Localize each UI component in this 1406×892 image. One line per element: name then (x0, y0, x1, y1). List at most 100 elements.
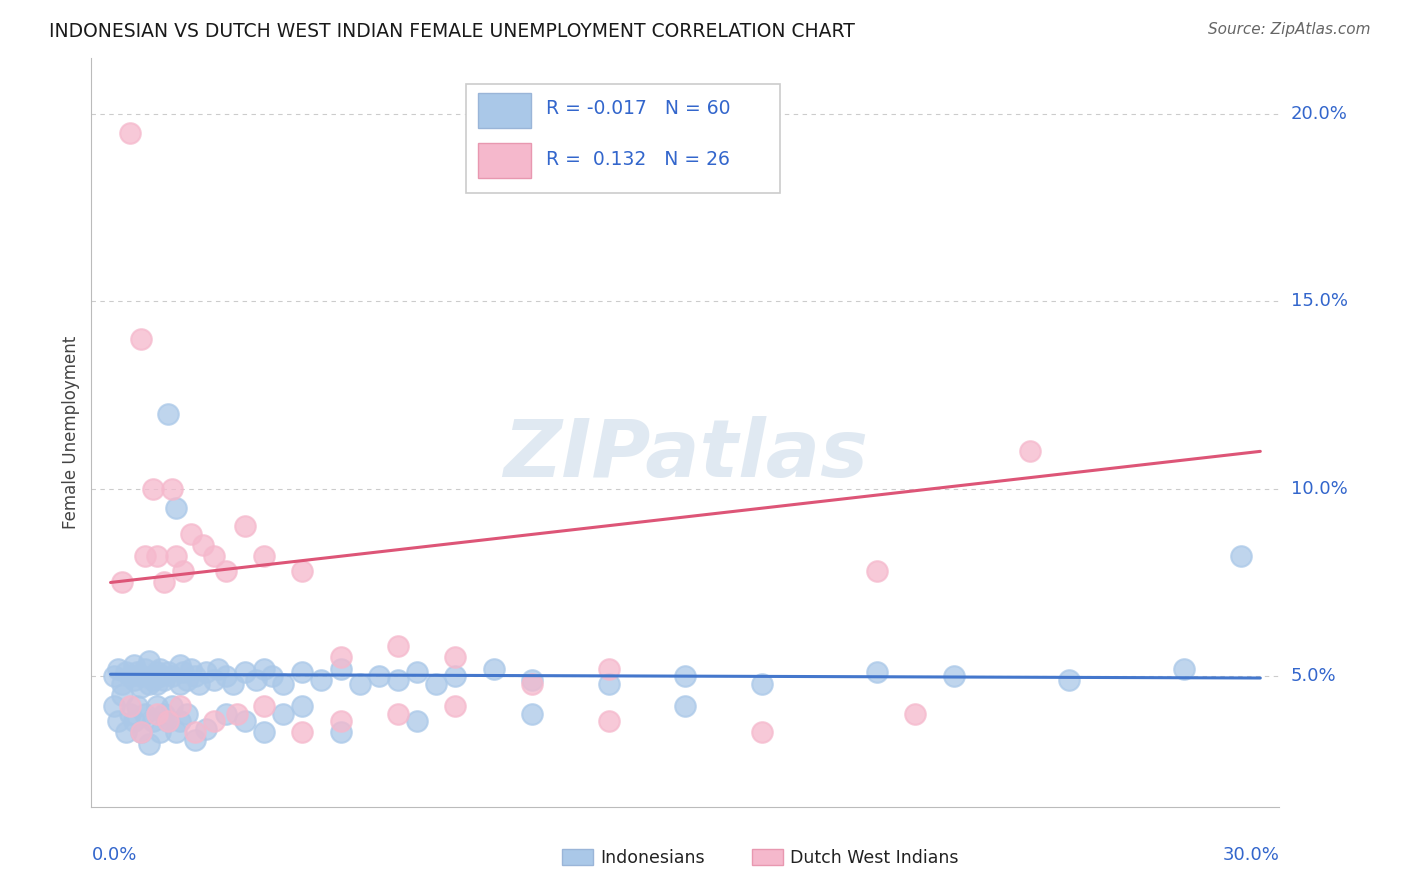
Point (138, 737, 160, 751)
Point (329, 725, 352, 739)
Point (145, 706, 167, 721)
Point (157, 665, 180, 680)
Point (191, 538, 214, 552)
Point (165, 549, 187, 564)
Point (138, 654, 160, 668)
Text: 15.0%: 15.0% (1291, 293, 1347, 310)
Point (202, 714, 225, 728)
Point (387, 673, 409, 687)
Point (233, 665, 256, 680)
Point (111, 676, 134, 690)
Point (118, 126, 141, 140)
Point (149, 725, 172, 739)
Point (271, 676, 294, 690)
Text: ZIPatlas: ZIPatlas (503, 416, 868, 494)
Point (406, 714, 429, 728)
Point (195, 722, 218, 736)
Point (153, 673, 176, 687)
Point (195, 665, 218, 680)
Point (751, 725, 773, 739)
Point (444, 669, 467, 683)
Point (202, 673, 225, 687)
Point (118, 669, 141, 683)
Point (129, 669, 152, 683)
Point (904, 706, 927, 721)
Point (115, 725, 138, 739)
Point (165, 725, 187, 739)
Point (207, 662, 229, 676)
Point (180, 526, 202, 541)
Point (520, 676, 543, 690)
Point (329, 714, 352, 728)
Point (153, 706, 176, 721)
Point (1057, 673, 1080, 687)
Point (142, 482, 165, 496)
Point (291, 665, 314, 680)
Text: Source: ZipAtlas.com: Source: ZipAtlas.com (1208, 22, 1371, 37)
Point (866, 564, 889, 578)
Text: R = -0.017   N = 60: R = -0.017 N = 60 (547, 99, 731, 119)
Point (145, 665, 167, 680)
Point (942, 669, 965, 683)
Point (157, 714, 180, 728)
Point (129, 725, 152, 739)
Point (520, 706, 543, 721)
Point (149, 669, 172, 683)
Point (169, 657, 191, 672)
Point (1173, 662, 1195, 676)
Point (673, 669, 696, 683)
Point (169, 699, 191, 714)
Point (598, 662, 620, 676)
Point (291, 699, 314, 714)
Point (184, 725, 207, 739)
Point (107, 662, 129, 676)
Point (271, 706, 294, 721)
Point (160, 699, 183, 714)
Point (291, 564, 314, 578)
Point (169, 714, 191, 728)
Point (406, 665, 429, 680)
Point (160, 669, 183, 683)
Point (387, 639, 409, 653)
Point (142, 673, 165, 687)
Point (129, 725, 152, 739)
Point (260, 669, 283, 683)
Point (253, 699, 276, 714)
Point (127, 699, 149, 714)
Point (387, 706, 409, 721)
Point (134, 706, 156, 721)
Point (520, 673, 543, 687)
Point (145, 699, 167, 714)
Point (1230, 549, 1253, 564)
Point (329, 662, 352, 676)
Point (349, 676, 371, 690)
Point (253, 662, 276, 676)
Point (673, 699, 696, 714)
Point (138, 676, 160, 690)
Point (253, 725, 276, 739)
Point (145, 549, 167, 564)
FancyBboxPatch shape (478, 144, 531, 178)
Point (129, 681, 152, 695)
Point (111, 688, 134, 702)
Point (142, 714, 165, 728)
Point (153, 575, 176, 590)
Point (172, 665, 194, 680)
Text: R =  0.132   N = 26: R = 0.132 N = 26 (547, 150, 730, 169)
Point (1019, 444, 1042, 458)
Point (425, 676, 447, 690)
Point (444, 699, 467, 714)
Point (134, 662, 156, 676)
Point (187, 676, 209, 690)
Point (214, 564, 236, 578)
Point (157, 407, 180, 421)
Text: INDONESIAN VS DUTCH WEST INDIAN FEMALE UNEMPLOYMENT CORRELATION CHART: INDONESIAN VS DUTCH WEST INDIAN FEMALE U… (49, 22, 855, 41)
Text: 30.0%: 30.0% (1223, 847, 1279, 864)
Point (157, 714, 180, 728)
Point (122, 673, 145, 687)
Point (291, 725, 314, 739)
Point (226, 706, 249, 721)
Point (122, 714, 145, 728)
Text: Indonesians: Indonesians (600, 849, 704, 867)
Point (122, 657, 145, 672)
